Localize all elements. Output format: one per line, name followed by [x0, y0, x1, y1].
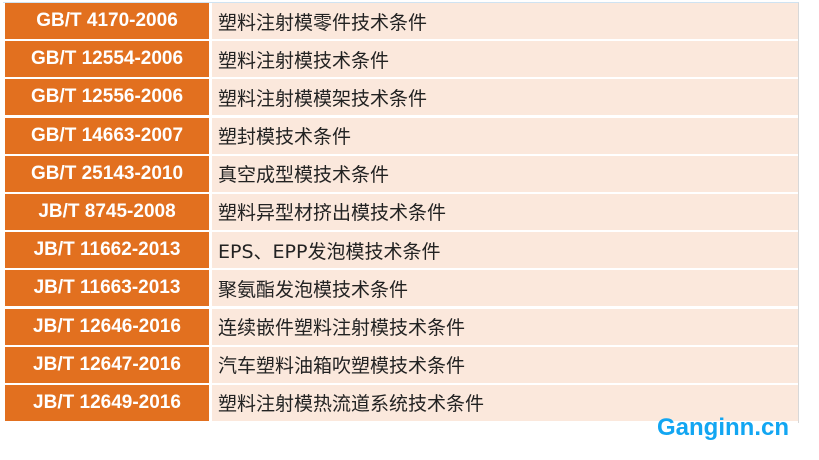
standard-code: JB/T 12647-2016: [5, 346, 209, 383]
standard-code: JB/T 8745-2008: [5, 193, 209, 230]
standard-title: 真空成型模技术条件: [212, 155, 798, 192]
standard-title: EPS、EPP发泡模技术条件: [212, 232, 798, 269]
standard-code: JB/T 11662-2013: [5, 232, 209, 269]
standard-code: GB/T 14663-2007: [5, 117, 209, 154]
table-row: GB/T 25143-2010 真空成型模技术条件: [3, 155, 798, 192]
standard-title: 塑料注射模零件技术条件: [212, 3, 798, 39]
table-row: JB/T 12646-2016 连续嵌件塑料注射模技术条件: [3, 308, 798, 345]
standard-title: 塑料注射模模架技术条件: [212, 79, 798, 116]
standard-title: 塑料注射模热流道系统技术条件: [212, 384, 798, 421]
watermark: Ganginn.cn: [657, 414, 789, 441]
standard-code: GB/T 12554-2006: [5, 41, 209, 78]
standard-code: GB/T 25143-2010: [5, 155, 209, 192]
table-row: GB/T 4170-2006 塑料注射模零件技术条件: [3, 3, 798, 39]
standard-title: 塑料异型材挤出模技术条件: [212, 193, 798, 230]
table-row: GB/T 14663-2007 塑封模技术条件: [3, 117, 798, 154]
standard-code: GB/T 4170-2006: [5, 3, 209, 39]
standards-table: GB/T 4170-2006 塑料注射模零件技术条件 GB/T 12554-2006…: [3, 2, 799, 424]
table-row: JB/T 12647-2016 汽车塑料油箱吹塑模技术条件: [3, 346, 798, 383]
standard-title: 聚氨酯发泡模技术条件: [212, 270, 798, 307]
standard-code: JB/T 12649-2016: [5, 384, 209, 421]
standard-title: 塑封模技术条件: [212, 117, 798, 154]
table-row: GB/T 12554-2006 塑料注射模技术条件: [3, 41, 798, 78]
table-row: JB/T 8745-2008 塑料异型材挤出模技术条件: [3, 193, 798, 230]
table-row: JB/T 11663-2013 聚氨酯发泡模技术条件: [3, 270, 798, 307]
standard-title: 汽车塑料油箱吹塑模技术条件: [212, 346, 798, 383]
standard-code: JB/T 11663-2013: [5, 270, 209, 307]
table-row: GB/T 12556-2006 塑料注射模模架技术条件: [3, 79, 798, 116]
standard-title: 连续嵌件塑料注射模技术条件: [212, 308, 798, 345]
standard-code: GB/T 12556-2006: [5, 79, 209, 116]
standard-title: 塑料注射模技术条件: [212, 41, 798, 78]
table-row: JB/T 12649-2016 塑料注射模热流道系统技术条件: [3, 384, 798, 421]
table-row: JB/T 11662-2013 EPS、EPP发泡模技术条件: [3, 232, 798, 269]
standard-code: JB/T 12646-2016: [5, 308, 209, 345]
